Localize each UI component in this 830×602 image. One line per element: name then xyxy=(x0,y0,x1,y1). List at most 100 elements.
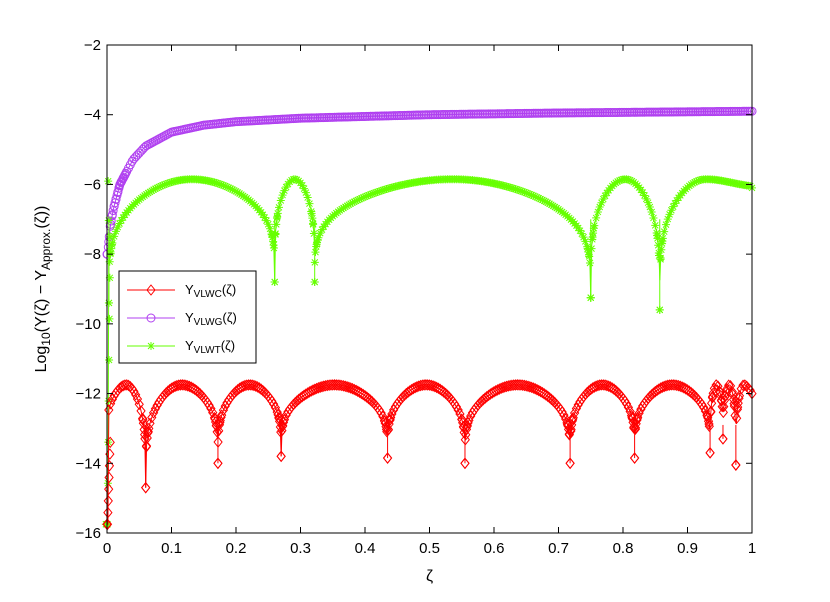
y-tick-label: −4 xyxy=(84,107,101,124)
diamond-marker xyxy=(498,381,508,394)
diamond-marker xyxy=(216,411,226,424)
y-label-prefix-sub: 10 xyxy=(39,332,53,346)
diamond-marker xyxy=(711,379,721,391)
x-tick-label: 0 xyxy=(103,540,111,557)
diamond-marker xyxy=(725,380,736,392)
diamond-marker xyxy=(460,457,470,470)
diamond-marker xyxy=(137,412,148,425)
diamond-marker xyxy=(453,404,463,416)
diamond-marker xyxy=(159,389,169,401)
diamond-marker xyxy=(272,406,282,418)
y-label-main: (Y(ζ) − Y xyxy=(33,270,50,333)
diamond-marker xyxy=(670,379,680,391)
diamond-marker xyxy=(567,414,578,427)
circle-marker xyxy=(120,170,130,180)
legend-label-suffix: (ζ) xyxy=(222,310,236,325)
diamond-marker xyxy=(206,402,216,415)
legend-label-main: Y xyxy=(185,282,194,297)
diamond-marker xyxy=(702,409,712,421)
diamond-marker xyxy=(722,383,732,395)
diamond-marker xyxy=(181,379,191,392)
diamond-marker xyxy=(577,393,587,405)
diamond-marker xyxy=(276,450,286,463)
x-tick-label: 0.1 xyxy=(161,540,182,557)
diamond-marker xyxy=(519,379,530,392)
diamond-marker xyxy=(414,380,424,392)
diamond-marker xyxy=(713,380,723,393)
diamond-marker xyxy=(503,380,513,392)
diamond-marker xyxy=(335,379,345,392)
y-tick-label: −2 xyxy=(84,37,101,54)
asterisk-marker xyxy=(105,273,114,282)
y-tick-label: −14 xyxy=(76,455,101,472)
y-label-prefix: Log xyxy=(33,346,50,373)
diamond-marker xyxy=(600,379,610,391)
diamond-marker xyxy=(525,380,535,393)
diamond-marker xyxy=(273,408,283,421)
series-vlwc xyxy=(102,379,757,531)
axes-frame xyxy=(106,44,753,534)
diamond-marker xyxy=(668,379,678,391)
diamond-marker xyxy=(104,483,114,495)
diamond-marker xyxy=(464,414,474,427)
x-tick-label: 0.4 xyxy=(355,540,376,557)
diamond-marker xyxy=(340,380,350,393)
diamond-marker xyxy=(138,417,149,430)
diamond-marker xyxy=(247,379,257,391)
diamond-marker xyxy=(473,399,483,412)
diamond-marker xyxy=(523,380,533,393)
diamond-marker xyxy=(337,379,347,392)
diamond-marker xyxy=(521,380,531,392)
diamond-marker xyxy=(463,417,473,429)
y-tick-label: −10 xyxy=(76,316,101,333)
diamond-marker xyxy=(562,417,572,429)
diamond-marker xyxy=(698,401,709,414)
diamond-marker xyxy=(451,400,462,413)
diamond-marker xyxy=(709,382,720,395)
diamond-marker xyxy=(623,401,634,414)
diamond-marker xyxy=(396,393,406,405)
circle-marker xyxy=(146,313,156,323)
circle-marker xyxy=(121,168,131,178)
legend-label: YVLWG(ζ) xyxy=(185,310,237,328)
diamond-marker xyxy=(718,433,728,445)
diamond-marker xyxy=(643,392,653,405)
plot-area xyxy=(101,106,757,531)
diamond-marker xyxy=(633,411,643,424)
diamond-marker xyxy=(215,414,225,427)
diamond-marker xyxy=(376,407,386,419)
diamond-marker xyxy=(170,380,180,393)
diamond-marker xyxy=(238,380,248,393)
diamond-marker xyxy=(213,457,223,470)
diamond-marker xyxy=(268,398,279,410)
diamond-marker xyxy=(102,518,113,531)
legend-label: YVLWC(ζ) xyxy=(185,282,236,300)
diamond-marker xyxy=(580,388,591,401)
asterisk-marker xyxy=(105,355,114,364)
diamond-marker xyxy=(132,393,143,405)
diamond-marker xyxy=(578,390,589,403)
diamond-marker xyxy=(383,423,393,436)
diamond-marker xyxy=(568,411,578,424)
diamond-marker xyxy=(179,379,189,391)
diamond-marker xyxy=(123,379,134,392)
diamond-marker xyxy=(516,379,526,391)
diamond-marker xyxy=(313,382,324,394)
diamond-marker xyxy=(641,394,651,407)
diamond-marker xyxy=(661,380,671,392)
diamond-marker xyxy=(565,457,575,470)
legend-label-sub: VLWT xyxy=(194,345,221,356)
diamond-marker xyxy=(204,399,214,412)
legend-label-sub: VLWG xyxy=(194,317,223,328)
diamond-marker xyxy=(225,391,236,404)
legend: YVLWC(ζ) YVLWG(ζ) Y VLWT (ζ) xyxy=(118,270,257,364)
asterisk-marker xyxy=(105,314,114,323)
series-line xyxy=(107,178,753,525)
diamond-marker xyxy=(727,386,737,398)
diamond-marker xyxy=(105,397,116,410)
diamond-marker xyxy=(111,387,121,399)
diamond-marker xyxy=(245,379,255,391)
diamond-marker xyxy=(734,392,744,405)
diamond-marker xyxy=(311,382,322,395)
